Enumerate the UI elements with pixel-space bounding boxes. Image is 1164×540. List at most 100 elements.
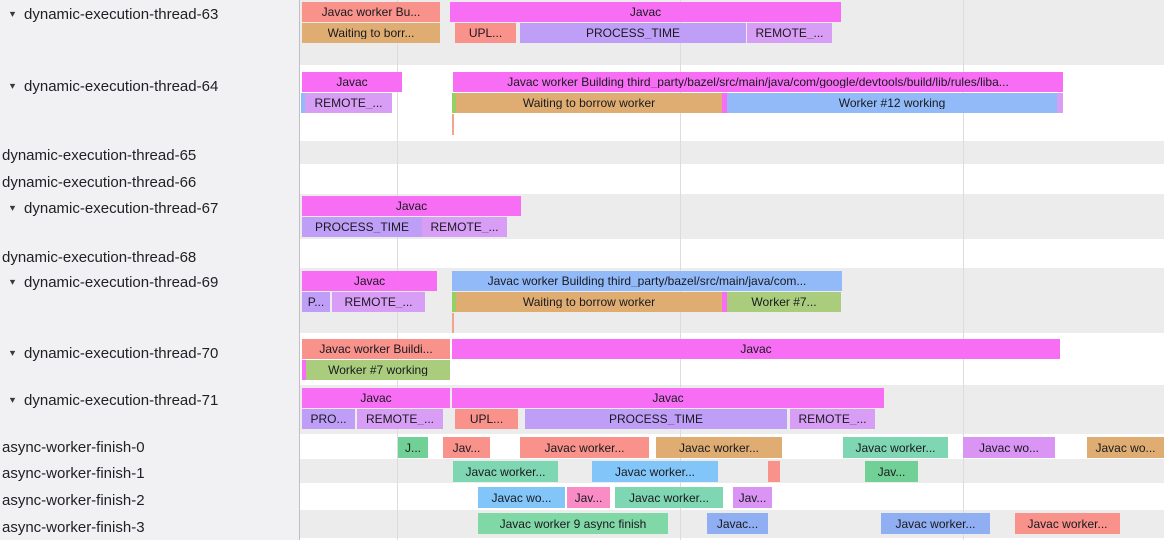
slice-label: UPL... <box>468 27 503 39</box>
sidebar-track-row[interactable]: ▾ dynamic-execution-thread-63 <box>9 5 219 23</box>
track-name-label: dynamic-execution-thread-69 <box>24 273 219 291</box>
trace-slice[interactable]: Javac worker Bu... <box>302 2 440 22</box>
trace-slice[interactable]: Javac <box>302 72 402 92</box>
trace-slice[interactable]: Javac wo... <box>1087 437 1164 458</box>
trace-slice[interactable]: Javac <box>302 388 450 408</box>
trace-slice[interactable]: Javac worker 9 async finish <box>478 513 668 534</box>
trace-slice[interactable]: Javac worker... <box>520 437 649 458</box>
trace-slice[interactable]: Waiting to borrow worker <box>456 292 722 312</box>
slice-label: REMOTE_... <box>798 413 867 425</box>
trace-slice[interactable]: PRO... <box>302 409 355 429</box>
slice-label: Javac worker... <box>465 465 546 478</box>
slice-label: Javac worker Building third_party/bazel/… <box>507 76 1009 88</box>
slice-label: REMOTE_... <box>755 27 824 39</box>
trace-slice[interactable]: Javac... <box>707 513 768 534</box>
track-name-label: async-worker-finish-3 <box>2 518 145 536</box>
trace-slice[interactable]: Jav... <box>733 487 772 508</box>
trace-slice[interactable]: REMOTE_... <box>422 217 507 237</box>
trace-slice[interactable]: Worker #7 working <box>306 360 450 380</box>
trace-slice[interactable]: Worker #12 working <box>727 93 1057 113</box>
sidebar-track-row[interactable]: dynamic-execution-thread-65 <box>2 146 196 164</box>
slice-label: Javac worker... <box>628 491 710 504</box>
track-name-label: async-worker-finish-2 <box>2 491 145 509</box>
trace-slice[interactable]: Javac worker... <box>656 437 782 458</box>
trace-slice[interactable] <box>1057 93 1063 113</box>
trace-slice[interactable]: Javac worker... <box>881 513 990 534</box>
sidebar-track-row[interactable]: async-worker-finish-0 <box>2 438 145 456</box>
trace-slice[interactable]: Javac wo... <box>963 437 1055 458</box>
slice-label: REMOTE_... <box>344 296 413 308</box>
collapse-arrow-icon[interactable]: ▾ <box>9 202 16 214</box>
trace-slice[interactable]: REMOTE_... <box>332 292 425 312</box>
trace-slice[interactable]: Javac worker... <box>453 461 558 482</box>
trace-slice[interactable]: Javac worker... <box>1015 513 1120 534</box>
sidebar-track-row[interactable]: ▾ dynamic-execution-thread-67 <box>9 199 219 217</box>
trace-slice[interactable]: PROCESS_TIME <box>525 409 787 429</box>
slice-label: Javac worker... <box>895 517 976 530</box>
trace-slice[interactable]: Javac <box>302 196 521 216</box>
trace-slice[interactable]: Javac worker Building third_party/bazel/… <box>453 72 1063 92</box>
trace-slice[interactable]: Jav... <box>567 487 610 508</box>
sidebar-track-row[interactable]: ▾ dynamic-execution-thread-70 <box>9 344 219 362</box>
sidebar-track-row[interactable]: dynamic-execution-thread-66 <box>2 173 196 191</box>
trace-slice[interactable]: Javac worker Buildi... <box>302 339 450 359</box>
collapse-arrow-icon[interactable]: ▾ <box>9 8 16 20</box>
trace-slice[interactable]: Javac wo... <box>478 487 565 508</box>
slice-label: Jav... <box>738 491 767 504</box>
slice-label: Javac <box>336 76 368 88</box>
sidebar-track-row[interactable]: async-worker-finish-1 <box>2 464 145 482</box>
trace-slice[interactable]: Waiting to borr... <box>302 23 440 43</box>
trace-slice[interactable]: REMOTE_... <box>357 409 443 429</box>
trace-slice[interactable] <box>452 93 456 113</box>
collapse-arrow-icon[interactable]: ▾ <box>9 276 16 288</box>
trace-slice[interactable]: Javac <box>302 271 437 291</box>
trace-slice[interactable]: Jav... <box>443 437 490 458</box>
slice-label: Javac worker... <box>678 441 760 454</box>
trace-slice[interactable]: UPL... <box>455 409 518 429</box>
track-band <box>300 239 1164 268</box>
trace-slice[interactable]: Javac worker Building third_party/bazel/… <box>452 271 842 291</box>
trace-slice[interactable] <box>301 93 305 113</box>
track-name-label: dynamic-execution-thread-68 <box>2 248 197 266</box>
trace-slice[interactable]: J... <box>398 437 428 458</box>
trace-slice[interactable]: REMOTE_... <box>305 93 392 113</box>
trace-slice[interactable] <box>452 313 454 333</box>
trace-slice[interactable]: Jav... <box>865 461 918 482</box>
sidebar-track-row[interactable]: async-worker-finish-3 <box>2 518 145 536</box>
trace-slice[interactable]: REMOTE_... <box>747 23 832 43</box>
sidebar-track-row[interactable]: ▾ dynamic-execution-thread-71 <box>9 391 219 409</box>
trace-slice[interactable]: Javac <box>452 339 1060 359</box>
trace-slice[interactable]: REMOTE_... <box>790 409 875 429</box>
sidebar-track-row[interactable]: ▾ dynamic-execution-thread-64 <box>9 77 219 95</box>
slice-label: Javac worker Bu... <box>321 6 421 18</box>
trace-slice[interactable] <box>722 292 727 312</box>
trace-slice[interactable]: PROCESS_TIME <box>302 217 422 237</box>
trace-slice[interactable]: Javac worker... <box>592 461 718 482</box>
trace-slice[interactable]: Javac worker... <box>843 437 948 458</box>
trace-slice[interactable]: Javac worker... <box>615 487 723 508</box>
trace-slice[interactable] <box>302 360 306 380</box>
trace-slice[interactable]: UPL... <box>455 23 516 43</box>
sidebar-track-row[interactable]: ▾ dynamic-execution-thread-69 <box>9 273 219 291</box>
trace-slice[interactable]: Javac <box>450 2 841 22</box>
slice-label: Worker #12 working <box>838 97 946 109</box>
collapse-arrow-icon[interactable]: ▾ <box>9 80 16 92</box>
trace-slice[interactable]: P... <box>302 292 330 312</box>
slice-label: Javac worker Buildi... <box>319 343 433 355</box>
trace-slice[interactable] <box>768 461 780 482</box>
sidebar-track-row[interactable]: async-worker-finish-2 <box>2 491 145 509</box>
slice-label: REMOTE_... <box>365 413 434 425</box>
trace-slice[interactable] <box>452 292 456 312</box>
trace-slice[interactable]: Waiting to borrow worker <box>456 93 722 113</box>
slice-label: Waiting to borr... <box>327 27 415 39</box>
trace-slice[interactable]: PROCESS_TIME <box>520 23 746 43</box>
trace-slice[interactable] <box>722 93 727 113</box>
trace-slice[interactable] <box>452 114 454 135</box>
trace-slice[interactable]: Javac <box>452 388 884 408</box>
trace-slice[interactable]: Worker #7... <box>727 292 841 312</box>
sidebar-track-row[interactable]: dynamic-execution-thread-68 <box>2 248 196 266</box>
slice-label: Javac wo... <box>491 491 552 504</box>
collapse-arrow-icon[interactable]: ▾ <box>9 347 16 359</box>
collapse-arrow-icon[interactable]: ▾ <box>9 394 16 406</box>
